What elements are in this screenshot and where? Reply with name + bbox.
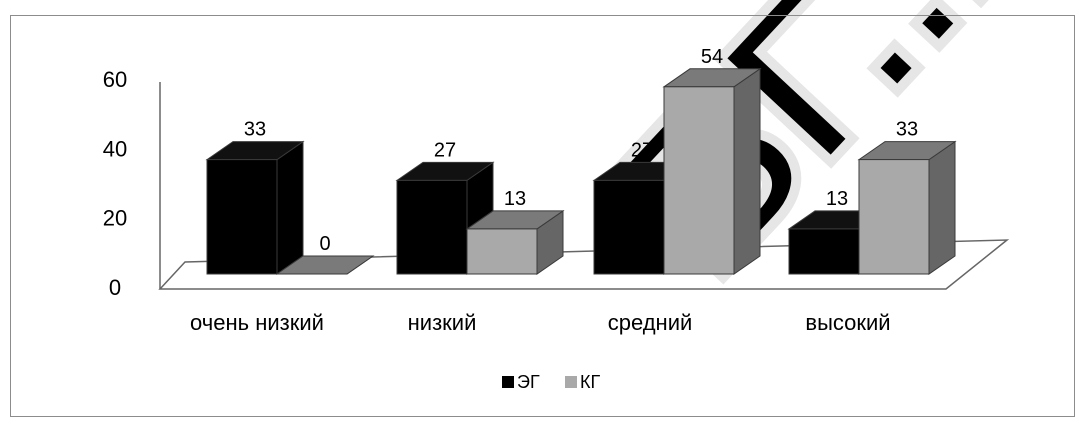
bar-front — [789, 229, 859, 274]
bar-front — [664, 87, 734, 274]
data-label: 33 — [244, 119, 266, 141]
bar-КГ-высокий — [859, 142, 955, 274]
legend-label: КГ — [580, 372, 600, 392]
bar-front — [207, 160, 277, 274]
y-tick-label: 0 — [109, 275, 121, 300]
y-tick-label: 20 — [103, 206, 127, 231]
bar-side — [929, 142, 955, 274]
data-label: 54 — [701, 46, 723, 68]
x-category-label: низкий — [408, 310, 477, 335]
bar-КГ-средний — [664, 69, 760, 274]
y-tick-label: 40 — [103, 136, 127, 161]
legend-item-0: ЭГ — [502, 372, 540, 392]
data-label: 27 — [434, 139, 456, 161]
data-label: 13 — [504, 188, 526, 210]
x-category-label: высокий — [805, 310, 890, 335]
bar-front — [467, 229, 537, 274]
bar-front — [859, 160, 929, 274]
bar-side — [277, 142, 303, 274]
bar-front — [594, 180, 664, 274]
legend: ЭГ КГ — [502, 372, 600, 392]
data-label: 33 — [896, 119, 918, 141]
bar-front — [397, 180, 467, 274]
data-label: 27 — [631, 139, 653, 161]
bar-КГ-низкий — [467, 211, 563, 274]
legend-item-1: КГ — [565, 372, 600, 392]
bar-side — [734, 69, 760, 274]
bar-ЭГ-очень низкий — [207, 142, 303, 274]
legend-label: ЭГ — [517, 372, 540, 392]
data-label: 13 — [826, 188, 848, 210]
legend-swatch — [502, 376, 514, 388]
y-tick-label: 60 — [103, 67, 127, 92]
x-category-label: очень низкий — [190, 310, 324, 335]
legend-swatch — [565, 376, 577, 388]
x-category-label: средний — [608, 310, 693, 335]
data-label: 0 — [319, 233, 330, 255]
